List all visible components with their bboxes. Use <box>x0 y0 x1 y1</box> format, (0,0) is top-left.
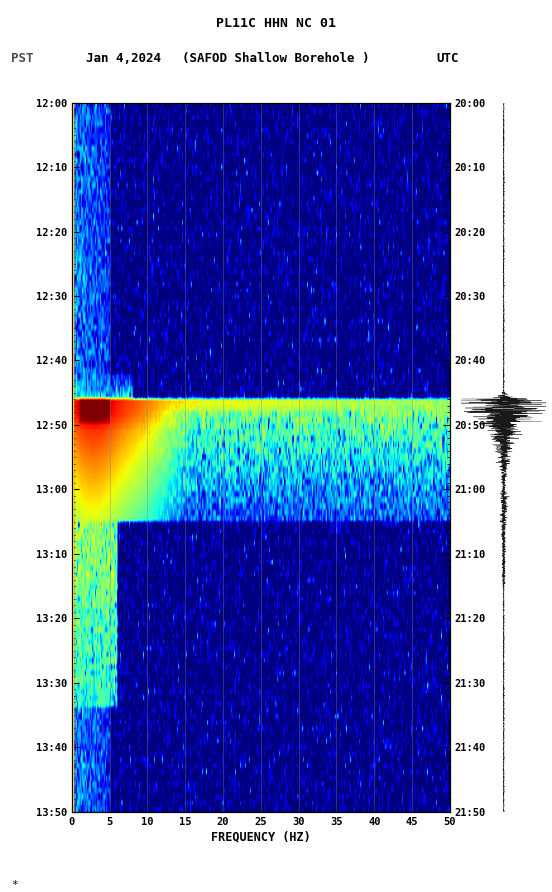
Text: USGS: USGS <box>15 45 42 54</box>
Text: (SAFOD Shallow Borehole ): (SAFOD Shallow Borehole ) <box>182 52 370 64</box>
Text: PL11C HHN NC 01: PL11C HHN NC 01 <box>216 17 336 29</box>
Text: Jan 4,2024: Jan 4,2024 <box>86 52 161 64</box>
Text: PST: PST <box>11 52 34 64</box>
Text: UTC: UTC <box>436 52 459 64</box>
Text: *: * <box>11 880 18 889</box>
X-axis label: FREQUENCY (HZ): FREQUENCY (HZ) <box>211 830 311 844</box>
Polygon shape <box>3 18 50 67</box>
